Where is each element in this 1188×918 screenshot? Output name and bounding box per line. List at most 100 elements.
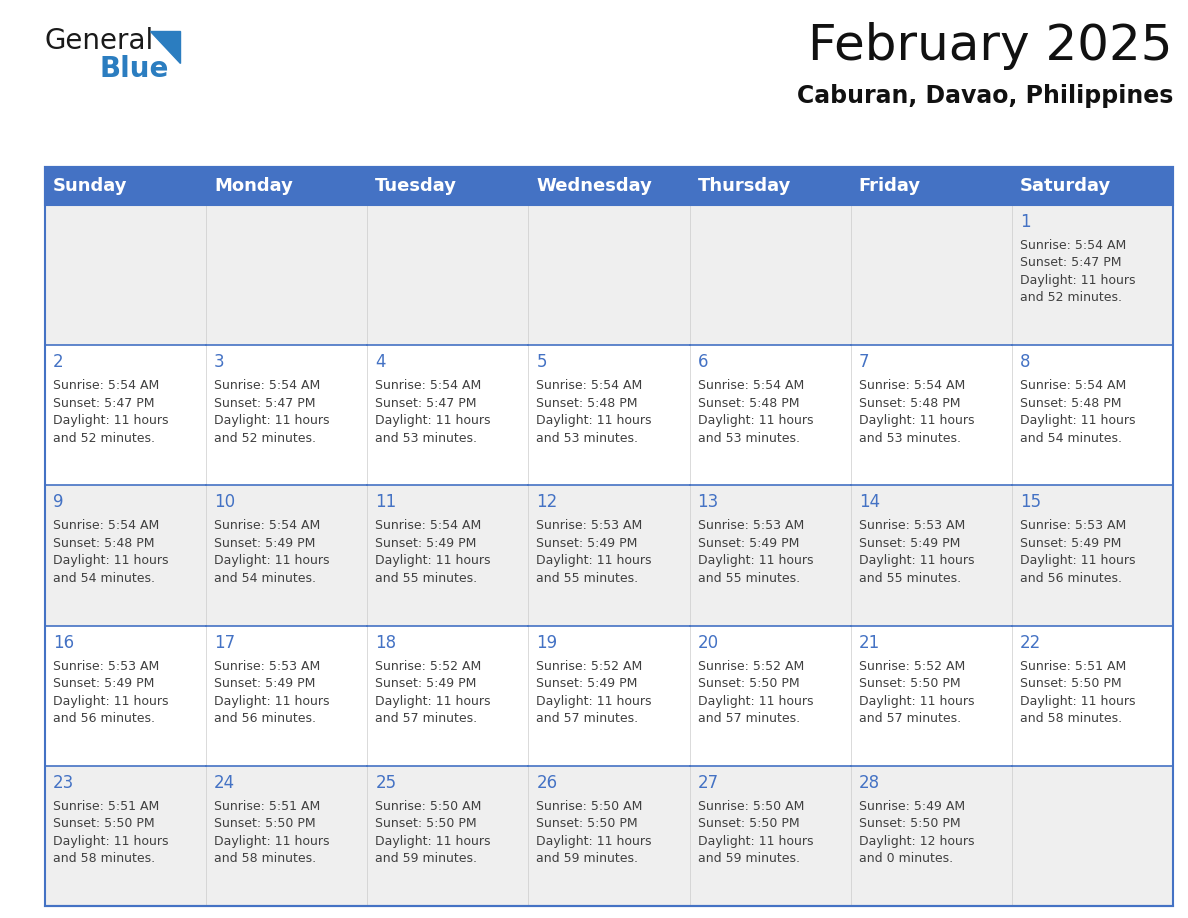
Bar [689, 205, 851, 345]
Bar [529, 766, 689, 906]
Bar [45, 345, 207, 486]
Text: and 56 minutes.: and 56 minutes. [1019, 572, 1121, 585]
Bar [207, 167, 367, 205]
Text: and 54 minutes.: and 54 minutes. [214, 572, 316, 585]
Text: Daylight: 11 hours: Daylight: 11 hours [697, 695, 813, 708]
Text: 12: 12 [537, 493, 557, 511]
Bar [851, 625, 1012, 766]
Text: 24: 24 [214, 774, 235, 792]
Text: 9: 9 [53, 493, 63, 511]
Text: Sunrise: 5:54 AM: Sunrise: 5:54 AM [375, 379, 481, 392]
Text: Sunset: 5:48 PM: Sunset: 5:48 PM [53, 537, 154, 550]
Text: and 53 minutes.: and 53 minutes. [697, 431, 800, 444]
Bar [851, 345, 1012, 486]
Bar [689, 486, 851, 625]
Text: Sunrise: 5:53 AM: Sunrise: 5:53 AM [697, 520, 804, 532]
Text: Sunset: 5:49 PM: Sunset: 5:49 PM [537, 677, 638, 690]
Text: 3: 3 [214, 353, 225, 371]
Text: Daylight: 11 hours: Daylight: 11 hours [1019, 414, 1136, 427]
Text: and 55 minutes.: and 55 minutes. [859, 572, 961, 585]
Text: Sunrise: 5:54 AM: Sunrise: 5:54 AM [1019, 239, 1126, 252]
Text: 5: 5 [537, 353, 546, 371]
Bar [851, 167, 1012, 205]
Text: and 53 minutes.: and 53 minutes. [375, 431, 478, 444]
Bar [529, 625, 689, 766]
Text: and 52 minutes.: and 52 minutes. [1019, 292, 1121, 305]
Text: 27: 27 [697, 774, 719, 792]
Text: Sunset: 5:48 PM: Sunset: 5:48 PM [697, 397, 800, 409]
Text: Tuesday: Tuesday [375, 177, 457, 195]
Text: 18: 18 [375, 633, 397, 652]
Text: 21: 21 [859, 633, 880, 652]
Text: 10: 10 [214, 493, 235, 511]
Text: Daylight: 11 hours: Daylight: 11 hours [1019, 554, 1136, 567]
Text: Sunset: 5:49 PM: Sunset: 5:49 PM [214, 537, 316, 550]
Bar [1012, 766, 1173, 906]
Text: and 52 minutes.: and 52 minutes. [214, 431, 316, 444]
Text: and 56 minutes.: and 56 minutes. [53, 712, 154, 725]
Bar [367, 205, 529, 345]
Text: Daylight: 11 hours: Daylight: 11 hours [375, 834, 491, 848]
Text: 16: 16 [53, 633, 74, 652]
Text: 13: 13 [697, 493, 719, 511]
Text: Sunrise: 5:51 AM: Sunrise: 5:51 AM [214, 800, 321, 812]
Bar [367, 345, 529, 486]
Bar [529, 345, 689, 486]
Text: 19: 19 [537, 633, 557, 652]
Text: Daylight: 11 hours: Daylight: 11 hours [214, 414, 329, 427]
Bar [1012, 167, 1173, 205]
Text: 20: 20 [697, 633, 719, 652]
Text: Daylight: 11 hours: Daylight: 11 hours [375, 414, 491, 427]
Text: and 55 minutes.: and 55 minutes. [697, 572, 800, 585]
Bar [529, 486, 689, 625]
Text: Daylight: 11 hours: Daylight: 11 hours [537, 834, 652, 848]
Text: 7: 7 [859, 353, 870, 371]
Text: Daylight: 11 hours: Daylight: 11 hours [859, 554, 974, 567]
Text: Daylight: 11 hours: Daylight: 11 hours [53, 695, 169, 708]
Text: Sunset: 5:50 PM: Sunset: 5:50 PM [697, 677, 800, 690]
Bar [207, 345, 367, 486]
Text: Sunset: 5:50 PM: Sunset: 5:50 PM [375, 817, 476, 830]
Text: Thursday: Thursday [697, 177, 791, 195]
Text: Friday: Friday [859, 177, 921, 195]
Text: Sunset: 5:48 PM: Sunset: 5:48 PM [1019, 397, 1121, 409]
Text: Sunset: 5:49 PM: Sunset: 5:49 PM [1019, 537, 1121, 550]
Text: Sunrise: 5:50 AM: Sunrise: 5:50 AM [537, 800, 643, 812]
Text: 25: 25 [375, 774, 397, 792]
Text: Sunset: 5:50 PM: Sunset: 5:50 PM [859, 817, 960, 830]
Text: Sunrise: 5:51 AM: Sunrise: 5:51 AM [1019, 660, 1126, 673]
Bar [367, 766, 529, 906]
Text: Sunrise: 5:51 AM: Sunrise: 5:51 AM [53, 800, 159, 812]
Text: and 57 minutes.: and 57 minutes. [537, 712, 639, 725]
Text: and 59 minutes.: and 59 minutes. [375, 852, 478, 866]
Bar [367, 486, 529, 625]
Text: Sunrise: 5:54 AM: Sunrise: 5:54 AM [537, 379, 643, 392]
Text: Sunrise: 5:54 AM: Sunrise: 5:54 AM [214, 520, 321, 532]
Text: Sunrise: 5:52 AM: Sunrise: 5:52 AM [537, 660, 643, 673]
Text: Daylight: 11 hours: Daylight: 11 hours [214, 834, 329, 848]
Text: Wednesday: Wednesday [537, 177, 652, 195]
Text: Monday: Monday [214, 177, 293, 195]
Bar [529, 167, 689, 205]
Text: and 54 minutes.: and 54 minutes. [1019, 431, 1121, 444]
Text: and 57 minutes.: and 57 minutes. [859, 712, 961, 725]
Text: Sunrise: 5:53 AM: Sunrise: 5:53 AM [53, 660, 159, 673]
Text: Sunset: 5:49 PM: Sunset: 5:49 PM [375, 537, 476, 550]
Text: Sunrise: 5:53 AM: Sunrise: 5:53 AM [214, 660, 321, 673]
Text: and 59 minutes.: and 59 minutes. [537, 852, 638, 866]
Bar [367, 167, 529, 205]
Text: Daylight: 11 hours: Daylight: 11 hours [859, 695, 974, 708]
Text: and 53 minutes.: and 53 minutes. [859, 431, 961, 444]
Bar [207, 625, 367, 766]
Bar [1012, 486, 1173, 625]
Bar [689, 345, 851, 486]
Bar [529, 205, 689, 345]
Text: and 54 minutes.: and 54 minutes. [53, 572, 154, 585]
Text: Daylight: 11 hours: Daylight: 11 hours [375, 695, 491, 708]
Text: Sunrise: 5:54 AM: Sunrise: 5:54 AM [1019, 379, 1126, 392]
Text: 26: 26 [537, 774, 557, 792]
Bar [1012, 345, 1173, 486]
Text: Sunset: 5:50 PM: Sunset: 5:50 PM [697, 817, 800, 830]
Text: Daylight: 11 hours: Daylight: 11 hours [697, 834, 813, 848]
Bar [207, 766, 367, 906]
